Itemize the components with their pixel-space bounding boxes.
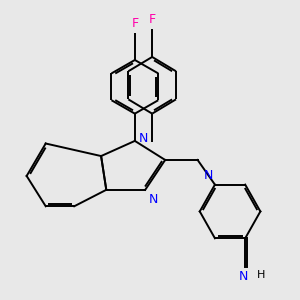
Text: N: N: [149, 193, 158, 206]
Text: N: N: [138, 132, 148, 145]
Text: N: N: [203, 169, 213, 182]
Text: N: N: [238, 270, 248, 283]
Text: F: F: [148, 13, 156, 26]
Text: H: H: [257, 270, 266, 280]
Text: F: F: [131, 17, 138, 30]
